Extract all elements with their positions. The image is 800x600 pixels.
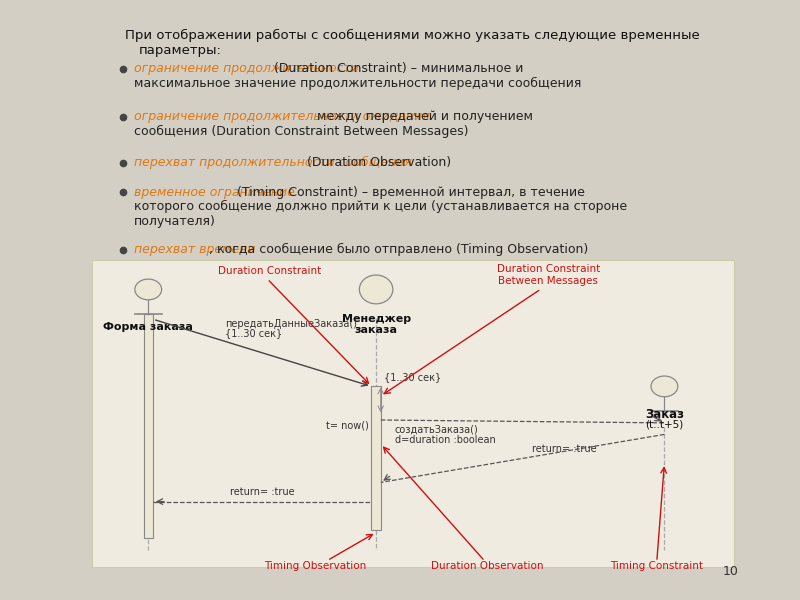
Text: 10: 10	[723, 565, 739, 578]
Text: временное ограничение: временное ограничение	[134, 186, 295, 199]
Text: d=duration :boolean: d=duration :boolean	[394, 436, 495, 445]
Text: сообщения (Duration Constraint Between Messages): сообщения (Duration Constraint Between M…	[134, 125, 469, 139]
Text: {1..30 сек}: {1..30 сек}	[383, 372, 441, 382]
Ellipse shape	[135, 279, 162, 300]
Text: return= :true: return= :true	[230, 487, 294, 497]
Text: Заказ: Заказ	[645, 407, 684, 421]
Text: Duration Observation: Duration Observation	[431, 561, 544, 571]
Text: При отображении работы с сообщениями можно указать следующие временные: При отображении работы с сообщениями мож…	[125, 29, 700, 43]
Text: создатьЗаказа(): создатьЗаказа()	[394, 425, 478, 435]
Text: Between Messages: Between Messages	[498, 276, 598, 286]
Bar	[371, 386, 381, 530]
Text: (Duration Observation): (Duration Observation)	[303, 156, 451, 169]
Text: (t..t+5): (t..t+5)	[646, 419, 683, 429]
Text: Duration Constraint: Duration Constraint	[218, 266, 321, 277]
Text: return= :true: return= :true	[532, 443, 597, 454]
Text: параметры:: параметры:	[139, 44, 222, 56]
Text: Форма заказа: Форма заказа	[103, 322, 193, 332]
Text: Менеджер: Менеджер	[342, 314, 410, 325]
Text: (Duration Constraint) – минимальное и: (Duration Constraint) – минимальное и	[270, 62, 524, 75]
Text: , когда сообщение было отправлено (Timing Observation): , когда сообщение было отправлено (Timin…	[210, 244, 589, 256]
Text: {1..30 сек}: {1..30 сек}	[225, 328, 282, 338]
Text: ограничение продолжительности ожидания: ограничение продолжительности ожидания	[134, 110, 430, 123]
Text: заказа: заказа	[354, 325, 398, 335]
Ellipse shape	[651, 376, 678, 397]
Bar	[144, 314, 153, 538]
Text: t= now(): t= now()	[326, 420, 369, 430]
Ellipse shape	[359, 275, 393, 304]
Text: которого сообщение должно прийти к цели (устанавливается на стороне: которого сообщение должно прийти к цели …	[134, 200, 627, 213]
Text: ограничение продолжительности: ограничение продолжительности	[134, 62, 359, 75]
Text: передатьДанныеЗаказа(): передатьДанныеЗаказа()	[225, 319, 357, 329]
Text: Timing Constraint: Timing Constraint	[610, 561, 703, 571]
Text: перехват продолжительности сообщения: перехват продолжительности сообщения	[134, 156, 412, 169]
Text: перехват времени: перехват времени	[134, 244, 256, 256]
FancyBboxPatch shape	[93, 260, 734, 567]
Text: максимальное значение продолжительности передачи сообщения: максимальное значение продолжительности …	[134, 77, 582, 91]
Text: между передачей и получением: между передачей и получением	[313, 110, 533, 123]
Text: Timing Observation: Timing Observation	[265, 561, 366, 571]
Text: получателя): получателя)	[134, 215, 216, 227]
Text: Duration Constraint: Duration Constraint	[497, 263, 600, 274]
Text: (Timing Constraint) – временной интервал, в течение: (Timing Constraint) – временной интервал…	[233, 186, 585, 199]
